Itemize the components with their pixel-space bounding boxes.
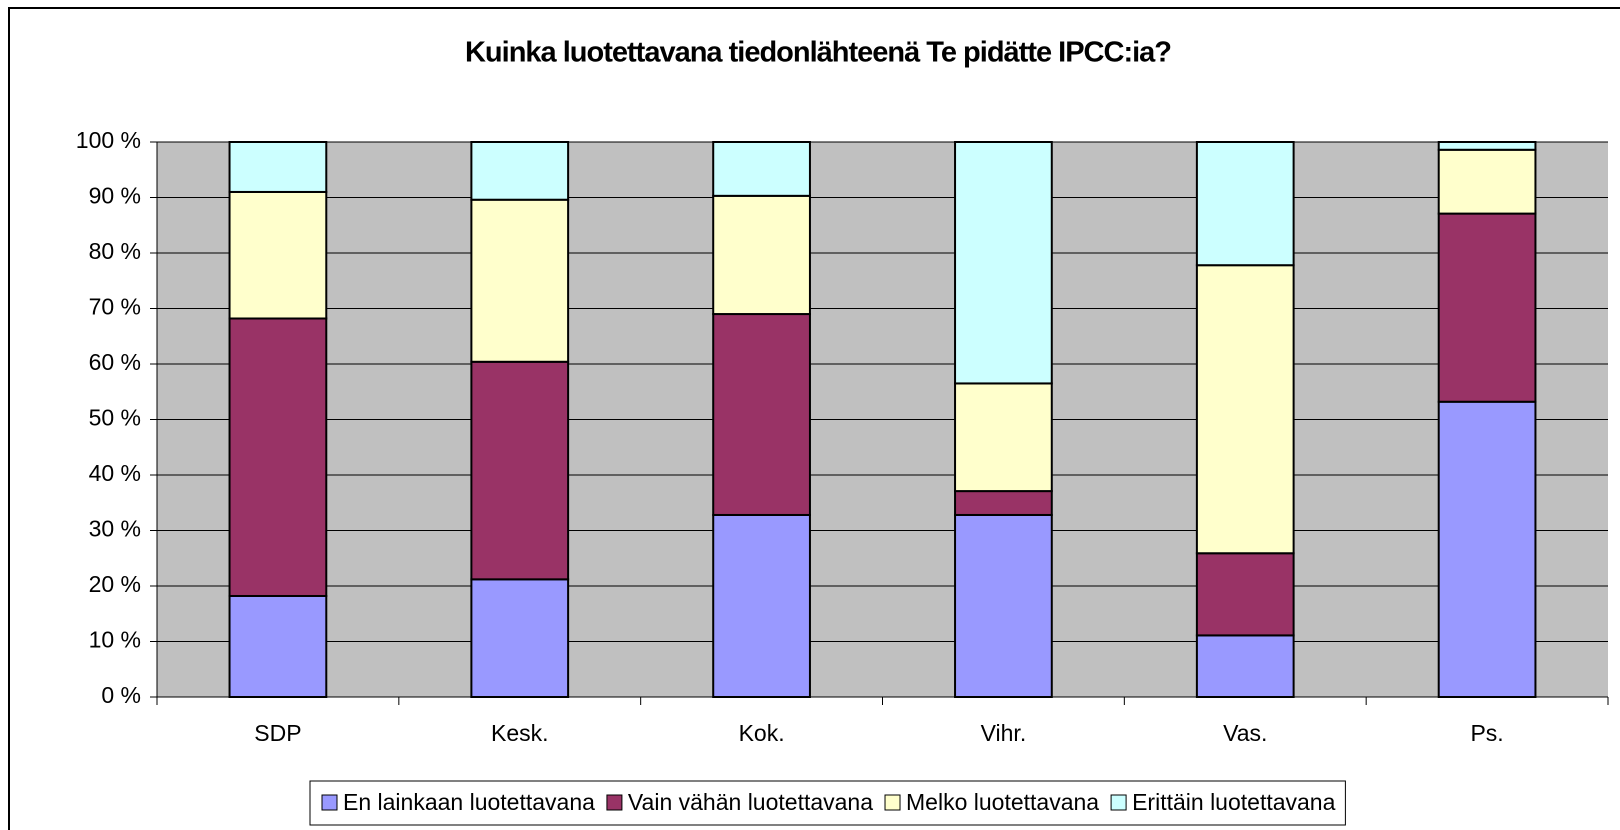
bar-segment (470, 578, 570, 699)
legend-label: Melko luotettavana (906, 789, 1099, 815)
legend-swatch (1110, 794, 1127, 811)
bar-segment (228, 141, 328, 193)
x-tick-label: SDP (254, 720, 301, 746)
legend-label: Erittäin luotettavana (1132, 789, 1336, 815)
y-tick-label: 60 % (89, 349, 141, 375)
bar-segment (712, 194, 811, 316)
y-tick-label: 80 % (89, 238, 141, 264)
x-tick-label: Ps. (1470, 720, 1503, 746)
bar-segment (228, 190, 328, 320)
bar-segment (1437, 141, 1537, 151)
x-tick-label: Vihr. (981, 720, 1027, 746)
bar-segment (1195, 552, 1295, 637)
chart-title: Kuinka luotettavana tiedonlähteenä Te pi… (465, 37, 1171, 69)
y-tick-label: 20 % (89, 571, 141, 597)
y-tick-label: 0 % (101, 682, 141, 708)
bar-segment (470, 198, 570, 363)
x-tick-label: Kok. (739, 720, 785, 746)
y-tick-label: 90 % (89, 183, 141, 209)
bar-segment (228, 594, 328, 698)
y-tick-label: 30 % (89, 516, 141, 542)
bar-segment (712, 513, 811, 699)
legend-label: En lainkaan luotettavana (343, 789, 595, 815)
y-tick-label: 40 % (89, 460, 141, 486)
bar-segment (1195, 634, 1295, 699)
y-tick-label: 100 % (76, 127, 141, 153)
bar-segment (470, 360, 570, 581)
bar-segment (1437, 148, 1537, 215)
bar-segment (1195, 264, 1295, 555)
bar-segment (228, 317, 328, 597)
bar-segment (954, 382, 1053, 493)
y-tick-label: 50 % (89, 405, 141, 431)
y-tick-label: 70 % (89, 294, 141, 320)
legend-label: Vain vähän luotettavana (628, 789, 873, 815)
bar-segment (470, 141, 570, 201)
legend-swatch (321, 794, 338, 811)
legend-box (309, 780, 1346, 826)
legend-swatch (884, 794, 901, 811)
legend-swatch (606, 794, 623, 811)
bar-segment (1437, 400, 1537, 698)
x-tick-label: Kesk. (491, 720, 549, 746)
x-tick-label: Vas. (1223, 720, 1267, 746)
bar-segment (1195, 141, 1295, 267)
bar-segment (954, 513, 1053, 699)
bar-segment (954, 141, 1053, 385)
bar-segment (1437, 212, 1537, 403)
bar-segment (712, 313, 811, 516)
y-tick-label: 10 % (89, 627, 141, 653)
bar-segment (712, 141, 811, 197)
bar-segment (954, 490, 1053, 516)
